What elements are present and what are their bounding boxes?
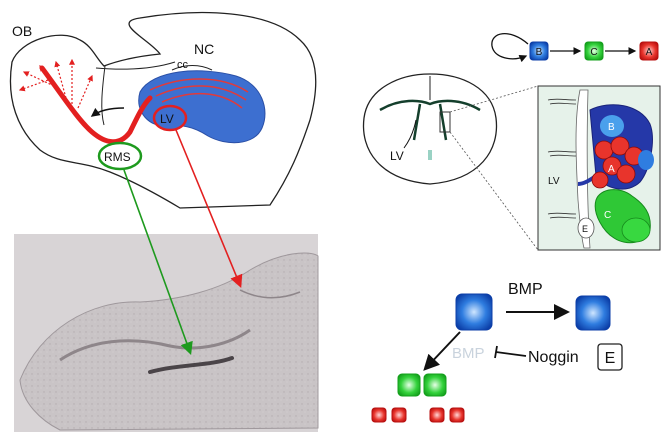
e-box-label: E: [605, 350, 616, 367]
cell-b-box: [529, 41, 549, 61]
a-cell-4: [449, 407, 465, 423]
cell-c-box: [584, 41, 604, 61]
cell-a-box: [639, 41, 659, 61]
histology-section: [14, 234, 319, 432]
label-rms: RMS: [104, 150, 131, 164]
cell-c-label: C: [590, 47, 597, 58]
migration-direction-arrow: [90, 107, 125, 117]
b-cell-maintained: [575, 295, 611, 331]
e-box-frame: [597, 343, 623, 371]
a-cell-2: [391, 407, 407, 423]
noggin-inhibition: [494, 345, 527, 359]
inset-c-label: C: [604, 210, 611, 221]
tissue-dark-stream: [148, 356, 234, 374]
signaling-diagram: BMP BMP Noggin E: [371, 281, 623, 423]
lv-to-section-arrow: [175, 129, 243, 288]
bmp-label-faded: BMP: [452, 345, 485, 362]
coronal-lv-pointer: [403, 119, 417, 149]
coronal-zoom-box: [439, 111, 451, 133]
ependymal-wall: [575, 89, 591, 249]
inset-a-label: A: [608, 164, 615, 175]
cortex-fold-line: [95, 61, 176, 70]
a-cell-1: [371, 407, 387, 423]
cell-a-label: A: [646, 47, 653, 58]
corpus-callosum-fibers: [149, 78, 249, 109]
olfactory-bulb-line: [101, 65, 106, 126]
coronal-lv-label: LV: [390, 149, 404, 163]
lv-highlight-ring: [152, 104, 188, 132]
c-cell-1: [397, 373, 421, 397]
olfactory-bulb-rays: [18, 58, 93, 109]
cc-bracket: [171, 65, 213, 71]
inset-e-label: E: [582, 224, 588, 234]
tissue-inner-layer: [59, 328, 251, 362]
lineage-sequence: B C A: [491, 33, 659, 63]
label-ob: OB: [12, 23, 32, 39]
self-renewal-arrow: [491, 33, 529, 63]
sagittal-brain-diagram: OB NC cc LV RMS: [9, 11, 317, 209]
tissue-contour: [239, 289, 301, 299]
rms-stream: [39, 65, 153, 145]
zoom-guide-bottom: [449, 131, 539, 251]
c-cell-2: [423, 373, 447, 397]
zoom-guide-top: [449, 85, 539, 113]
cell-b-label: B: [536, 47, 543, 58]
svz-niche-inset: LV B A C E: [537, 85, 661, 251]
coronal-small-marker: [428, 150, 432, 160]
label-lv: LV: [160, 112, 174, 126]
c-cell-secondary: [621, 217, 651, 243]
e-cell: [577, 217, 595, 239]
rms-highlight-ring: [97, 141, 143, 171]
coronal-section: LV: [362, 73, 539, 251]
cilia-lines: [547, 98, 577, 219]
coronal-outline: [362, 73, 498, 185]
b-cell-secondary: [638, 150, 654, 170]
label-nc: NC: [194, 41, 214, 57]
label-cc: cc: [177, 59, 189, 71]
noggin-label: Noggin: [528, 349, 579, 366]
inset-b-label: B: [608, 122, 615, 133]
rms-to-section-arrow: [123, 169, 193, 356]
a-cell-cluster: [591, 136, 644, 189]
inset-lv-label: LV: [548, 176, 560, 187]
a-cell-3: [429, 407, 445, 423]
coronal-ventricles: [379, 99, 481, 141]
b-cell-quiescent: [455, 293, 493, 331]
b-cell-inner: [600, 115, 624, 137]
bmp-label-top: BMP: [508, 281, 543, 298]
differentiation-arrow: [423, 331, 461, 371]
